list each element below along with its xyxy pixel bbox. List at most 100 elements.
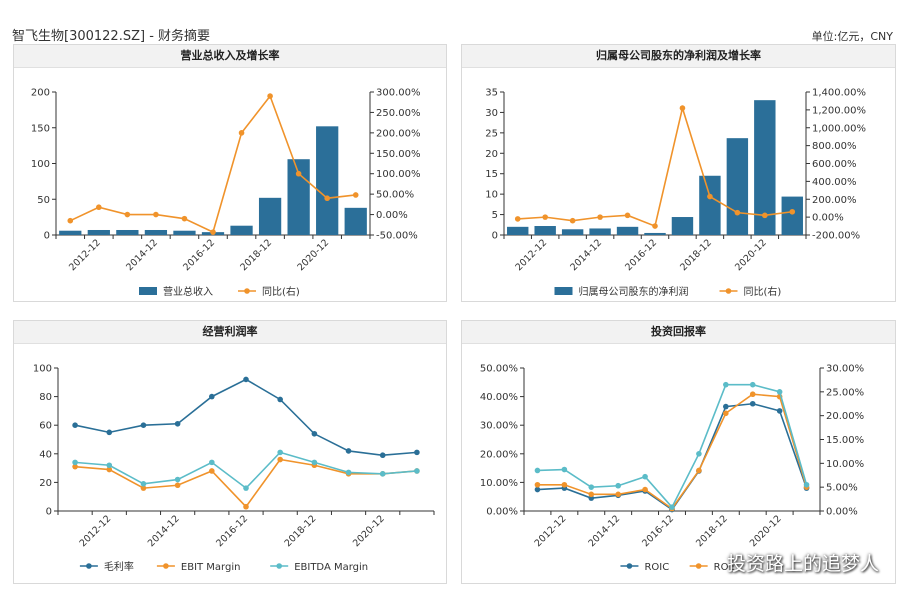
return-chart-title: 投资回报率 [462,321,895,344]
bar [287,159,310,235]
x-tick-label: 2018-12 [678,237,714,273]
data-point [124,211,131,218]
bar [316,126,339,235]
data-point [642,473,648,480]
data-point [615,482,621,489]
data-point [776,389,783,395]
y2-tick-label: 25.00% [826,387,864,398]
bar [230,225,253,235]
y2-tick-label: 15.00% [826,435,864,446]
data-point [561,466,568,473]
y-tick-label: 0 [44,231,50,242]
y2-tick-label: 1,000.00% [812,123,866,134]
data-point [174,420,181,427]
data-point [72,459,78,466]
y-tick-label: 50.00% [480,364,518,375]
legend-marker [244,288,250,294]
data-point [734,209,741,216]
series-line [537,393,808,510]
y-tick-label: 40.00% [480,392,518,403]
data-point [669,504,675,510]
x-tick-label: 2018-12 [694,513,730,549]
y-tick-label: 80 [39,392,52,403]
y-tick-label: 5 [492,210,498,221]
data-point [345,448,352,454]
bar [258,197,282,235]
data-point [238,130,245,136]
bar [344,207,367,235]
bar [671,217,694,235]
data-point [749,391,756,398]
revenue-chart-title: 营业总收入及增长率 [14,45,446,68]
data-point [414,449,420,456]
y-tick-label: 60 [39,421,52,432]
data-point [209,393,215,400]
net-profit-panel: 归属母公司股东的净利润及增长率 0 5 10 15 20 25 30 35 -200.00% 0.… [461,44,896,302]
x-tick-label: 2014-12 [146,513,182,549]
data-point [723,403,729,410]
legend-label: 同比(右) [262,285,300,298]
data-point [803,481,810,488]
legend-label: 营业总收入 [163,285,213,298]
data-point [243,485,249,491]
y-tick-label: 0 [46,507,52,518]
y2-tick-label: 1,400.00% [812,88,866,99]
y-tick-label: 10 [485,190,498,201]
x-tick-label: 2020-12 [351,513,387,549]
data-point [414,468,420,474]
data-point [72,463,78,470]
y2-tick-label: 0.00% [826,507,858,518]
revenue-panel: 营业总收入及增长率 0 50 100 150 200 -50.00% 0.00% 50.00%… [13,44,447,302]
x-tick-label: 2018-12 [283,513,319,549]
y2-tick-label: 100.00% [376,169,421,180]
data-point [243,376,249,383]
bar [59,230,82,235]
data-point [652,223,658,229]
bar [644,232,666,235]
y-tick-label: 20 [485,149,498,160]
data-point [311,459,318,466]
data-point [615,491,621,498]
x-tick-label: 2012-12 [78,513,114,549]
y-tick-label: 100 [33,364,52,375]
y2-tick-label: 200.00% [376,128,421,139]
data-point [277,396,283,403]
data-point [106,462,113,469]
y2-tick-label: 300.00% [376,88,421,99]
y2-tick-label: 1,200.00% [812,105,866,116]
legend-label: ROE [714,562,735,573]
legend-label: EBITDA Margin [294,562,368,573]
data-point [67,217,74,224]
y2-tick-label: 600.00% [812,159,857,170]
y2-tick-label: 20.00% [826,411,864,422]
y2-tick-label: 200.00% [812,195,857,206]
x-tick-label: 2012-12 [533,513,569,549]
data-point [174,482,181,489]
x-tick-label: 2012-12 [67,237,103,273]
data-point [243,503,249,510]
y2-tick-label: 150.00% [376,149,421,160]
y2-tick-label: 400.00% [812,177,857,188]
series-line [517,105,793,228]
y2-tick-label: 800.00% [812,141,857,152]
data-point [624,212,631,219]
x-tick-label: 2012-12 [513,237,549,273]
watermark: 投资路上的追梦人 [726,553,879,575]
return-chart: 0.00% 10.00% 20.00% 30.00% 40.00% 50.00% 0.00%… [480,364,864,574]
unit-label: 单位:亿元，CNY [811,30,893,43]
x-tick-label: 2018-12 [238,237,274,273]
legend-swatch [554,287,573,295]
bar [87,229,110,235]
data-point [749,400,756,407]
data-point [542,214,548,220]
data-point [181,215,188,222]
data-point [209,459,215,466]
data-point [514,216,521,222]
data-point [210,229,216,235]
x-tick-label: 2014-12 [568,237,604,273]
bar [589,228,611,235]
legend-marker [626,563,633,569]
y2-tick-label: 250.00% [376,108,421,119]
data-point [679,105,686,111]
bar [616,226,639,235]
